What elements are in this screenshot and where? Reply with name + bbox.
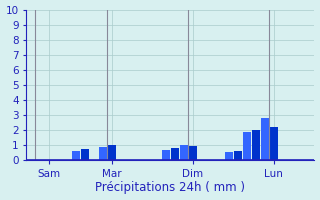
Bar <box>261 118 269 160</box>
Bar <box>99 147 107 160</box>
Bar <box>162 150 170 160</box>
Bar <box>270 127 278 160</box>
Bar <box>171 148 179 160</box>
X-axis label: Précipitations 24h ( mm ): Précipitations 24h ( mm ) <box>95 181 245 194</box>
Bar <box>189 146 197 160</box>
Bar <box>81 149 89 160</box>
Bar <box>225 152 233 160</box>
Bar <box>252 130 260 160</box>
Bar <box>72 151 80 160</box>
Bar <box>180 145 188 160</box>
Bar <box>108 145 116 160</box>
Bar <box>234 151 242 160</box>
Bar <box>243 132 251 160</box>
